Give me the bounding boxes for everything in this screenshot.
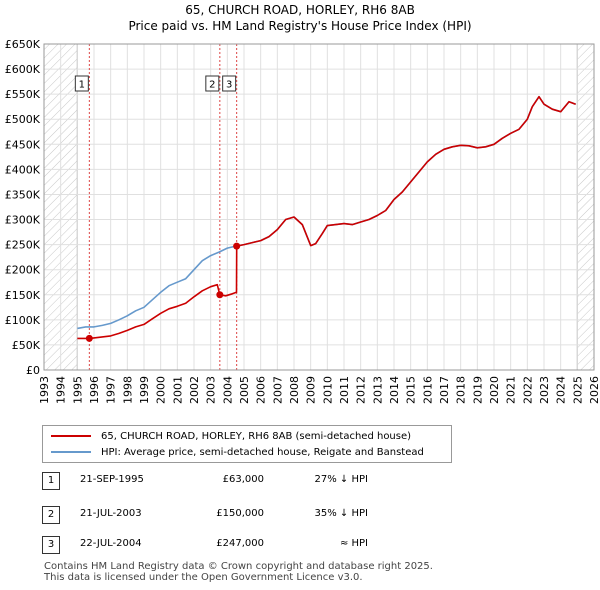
x-tick-label: 2000 bbox=[155, 376, 168, 404]
x-tick-label: 2003 bbox=[205, 376, 218, 404]
price-chart: £0 £50K £100K £150K £200K £250K £300K £350K £400… bbox=[5, 38, 600, 404]
x-tick-label: 1996 bbox=[88, 376, 101, 404]
y-tick-label: £350K bbox=[5, 188, 41, 201]
plot-background bbox=[44, 44, 594, 370]
x-tick-label: 2002 bbox=[188, 376, 201, 404]
legend-label-price: 65, CHURCH ROAD, HORLEY, RH6 8AB (semi-d… bbox=[101, 430, 412, 442]
footer-copyright: Contains HM Land Registry data © Crown c… bbox=[44, 561, 433, 572]
x-tick-label: 2013 bbox=[371, 376, 384, 404]
x-tick-label: 1994 bbox=[55, 376, 68, 404]
x-tick-label: 2009 bbox=[305, 376, 318, 404]
sale-hpi-comparison: 27% ↓ HPI bbox=[314, 474, 368, 485]
sale-marker-badge: 3 bbox=[42, 536, 60, 554]
table-row: 3 22-JUL-2004 £247,000 ≈ HPI bbox=[42, 536, 462, 554]
y-tick-label: £250K bbox=[5, 239, 41, 252]
sale-marker-badge: 1 bbox=[42, 472, 60, 490]
x-tick-label: 2010 bbox=[321, 376, 334, 404]
legend-swatch-price bbox=[51, 435, 91, 437]
sale-point bbox=[233, 242, 241, 250]
x-tick-label: 1999 bbox=[138, 376, 151, 404]
table-row: 2 21-JUL-2003 £150,000 35% ↓ HPI bbox=[42, 506, 462, 524]
y-tick-label: £600K bbox=[5, 63, 41, 76]
sale-number-label: 3 bbox=[226, 80, 232, 91]
chart-title: 65, CHURCH ROAD, HORLEY, RH6 8AB bbox=[185, 3, 415, 17]
sale-price: £63,000 bbox=[222, 474, 264, 485]
hatched-region-post-data bbox=[577, 44, 594, 370]
y-tick-label: £50K bbox=[12, 339, 41, 352]
legend-item-hpi: HPI: Average price, semi-detached house,… bbox=[51, 444, 424, 460]
x-tick-label: 1995 bbox=[71, 376, 84, 404]
x-tick-label: 2007 bbox=[271, 376, 284, 404]
sale-marker-badge: 2 bbox=[42, 506, 60, 524]
table-row: 1 21-SEP-1995 £63,000 27% ↓ HPI bbox=[42, 472, 462, 490]
sale-number-label: 1 bbox=[79, 80, 85, 91]
x-tick-label: 2026 bbox=[588, 376, 600, 404]
y-tick-label: £100K bbox=[5, 314, 41, 327]
x-tick-label: 2001 bbox=[171, 376, 184, 404]
y-tick-label: £500K bbox=[5, 113, 41, 126]
sale-date: 21-SEP-1995 bbox=[80, 474, 144, 485]
sale-hpi-comparison: ≈ HPI bbox=[339, 538, 368, 549]
sale-number-box bbox=[74, 75, 89, 92]
legend-item-price: 65, CHURCH ROAD, HORLEY, RH6 8AB (semi-d… bbox=[51, 428, 411, 444]
y-tick-label: £300K bbox=[5, 214, 41, 227]
sale-price: £247,000 bbox=[216, 538, 264, 549]
sale-number-box bbox=[222, 75, 237, 92]
y-tick-label: £150K bbox=[5, 289, 41, 302]
price-series-line bbox=[77, 95, 576, 340]
x-tick-label: 1997 bbox=[105, 376, 118, 404]
chart-subtitle: Price paid vs. HM Land Registry's House … bbox=[128, 19, 472, 33]
x-tick-label: 2006 bbox=[255, 376, 268, 404]
chart-title-block: 65, CHURCH ROAD, HORLEY, RH6 8AB Price p… bbox=[0, 2, 600, 34]
x-tick-label: 1998 bbox=[121, 376, 134, 404]
sale-number-box bbox=[205, 75, 220, 92]
y-tick-label: £550K bbox=[5, 88, 41, 101]
x-tick-label: 2008 bbox=[288, 376, 301, 404]
x-tick-label: 2014 bbox=[388, 376, 401, 404]
x-tick-label: 2019 bbox=[471, 376, 484, 404]
x-tick-label: 2016 bbox=[421, 376, 434, 404]
x-tick-label: 2023 bbox=[538, 376, 551, 404]
x-tick-label: 1993 bbox=[38, 376, 51, 404]
plot-frame bbox=[43, 43, 595, 371]
y-tick-label: £400K bbox=[5, 163, 41, 176]
legend-swatch-hpi bbox=[51, 451, 91, 453]
x-tick-label: 2017 bbox=[438, 376, 451, 404]
x-tick-label: 2021 bbox=[505, 376, 518, 404]
footer-licence: This data is licensed under the Open Gov… bbox=[44, 572, 363, 583]
y-tick-label: £200K bbox=[5, 264, 41, 277]
y-tick-label: £650K bbox=[5, 38, 41, 51]
x-tick-label: 2020 bbox=[488, 376, 501, 404]
x-tick-label: 2012 bbox=[355, 376, 368, 404]
chart-legend: 65, CHURCH ROAD, HORLEY, RH6 8AB (semi-d… bbox=[42, 425, 452, 463]
x-tick-label: 2024 bbox=[555, 376, 568, 404]
legend-label-hpi: HPI: Average price, semi-detached house,… bbox=[101, 446, 424, 458]
sale-number-label: 2 bbox=[209, 80, 215, 91]
y-tick-label: £0 bbox=[26, 364, 40, 377]
sale-hpi-comparison: 35% ↓ HPI bbox=[314, 508, 368, 519]
sale-price: £150,000 bbox=[216, 508, 264, 519]
x-tick-label: 2025 bbox=[571, 376, 584, 404]
x-tick-label: 2015 bbox=[405, 376, 418, 404]
sale-point bbox=[216, 291, 224, 299]
x-tick-label: 2011 bbox=[338, 376, 351, 404]
footer-credits: Contains HM Land Registry data © Crown c… bbox=[44, 561, 433, 583]
x-tick-label: 2022 bbox=[521, 376, 534, 404]
x-tick-label: 2018 bbox=[455, 376, 468, 404]
x-tick-label: 2004 bbox=[221, 376, 234, 404]
sale-date: 21-JUL-2003 bbox=[80, 508, 142, 519]
y-tick-label: £450K bbox=[5, 138, 41, 151]
sale-point bbox=[85, 334, 93, 342]
sale-date: 22-JUL-2004 bbox=[80, 538, 142, 549]
x-tick-label: 2005 bbox=[238, 376, 251, 404]
